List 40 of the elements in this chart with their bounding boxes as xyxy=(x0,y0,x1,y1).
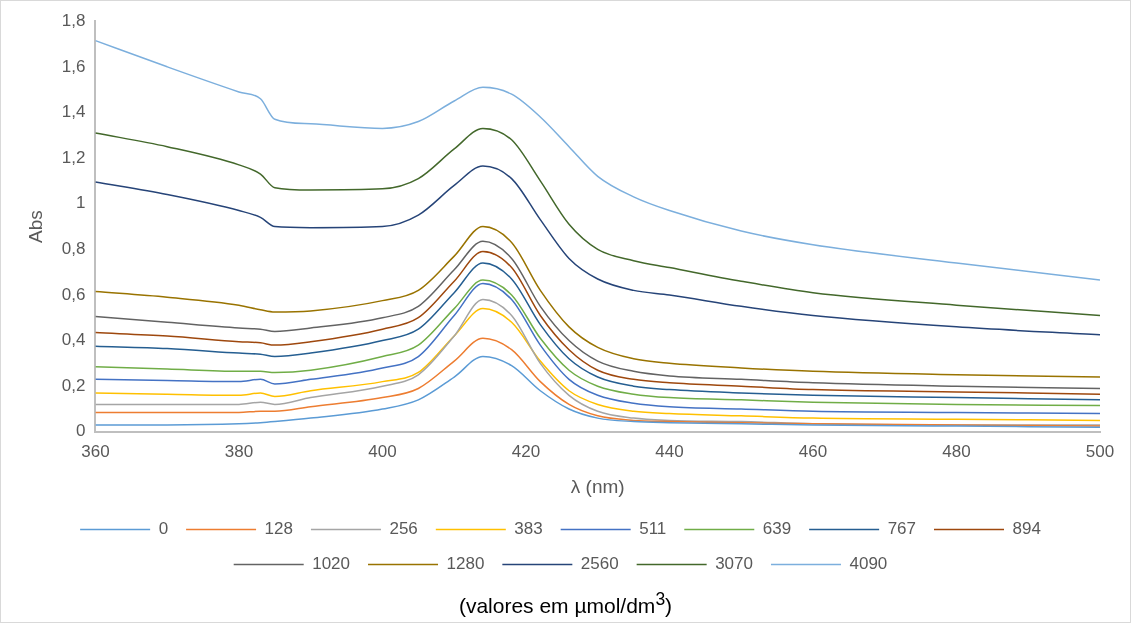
legend-label: 0 xyxy=(158,519,169,539)
legend-label: 639 xyxy=(762,519,792,539)
legend-label: 3070 xyxy=(715,554,753,574)
legend-label: 128 xyxy=(264,519,293,539)
line-series xyxy=(95,165,1100,336)
x-tick-label: 460 xyxy=(798,441,828,461)
y-tick-label: 1 xyxy=(75,193,86,213)
text: (valores em µmol/dm$^{3}$) xyxy=(457,589,674,618)
x-tick-label: 400 xyxy=(368,441,397,461)
legend-label: 1020 xyxy=(312,554,351,574)
x-tick-label: 360 xyxy=(81,441,110,461)
x-tick-label: 420 xyxy=(511,441,541,461)
x-tick-label: 440 xyxy=(655,441,684,461)
legend-label: 2560 xyxy=(580,554,619,574)
line-series xyxy=(95,225,1100,378)
line-series xyxy=(95,39,1100,281)
y-tick-label: 1,8 xyxy=(61,10,86,30)
x-axis-title: λ (nm) xyxy=(570,475,625,497)
legend-label: 511 xyxy=(639,519,667,539)
line-series xyxy=(95,127,1100,317)
legend-label: 1280 xyxy=(446,554,485,574)
y-tick-label: 0,4 xyxy=(61,330,86,350)
legend-label: 4090 xyxy=(849,554,888,574)
x-tick-label: 500 xyxy=(1085,441,1115,461)
y-tick-label: 0,2 xyxy=(61,375,86,395)
legend-label: 894 xyxy=(1012,519,1041,539)
y-tick-label: 1,2 xyxy=(61,147,86,167)
legend-label: 383 xyxy=(514,519,543,539)
x-tick-label: 480 xyxy=(942,441,971,461)
y-axis-title: Abs xyxy=(24,210,46,243)
legend-label: 256 xyxy=(389,519,418,539)
y-tick-label: 0,8 xyxy=(61,239,86,258)
y-tick-label: 0 xyxy=(75,421,86,441)
y-tick-label: 1,6 xyxy=(61,56,86,76)
legend-label: 767 xyxy=(887,519,917,539)
line-series xyxy=(95,337,1100,427)
y-tick-label: 0,6 xyxy=(61,284,86,304)
y-tick-label: 1,4 xyxy=(61,102,86,122)
x-tick-label: 380 xyxy=(224,441,254,461)
line-series xyxy=(95,355,1100,428)
